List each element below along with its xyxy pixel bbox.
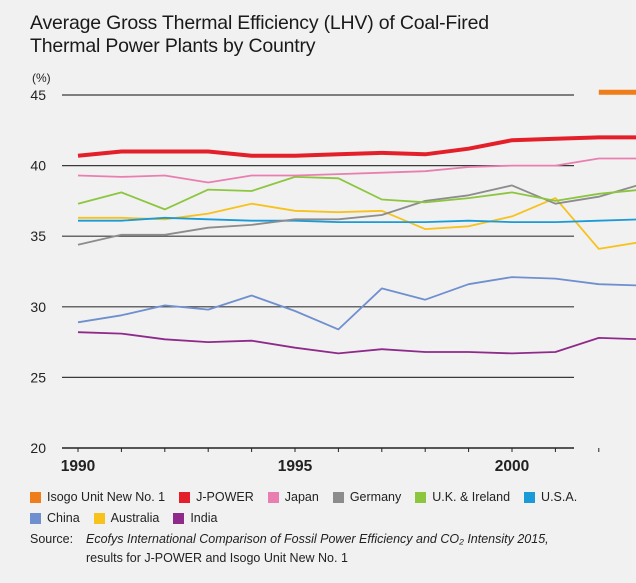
series-group bbox=[77, 89, 636, 355]
chart-title-line-1: Average Gross Thermal Efficiency (LHV) o… bbox=[30, 12, 489, 34]
x-axis-ticks: 19901995200020052010 bbox=[61, 448, 600, 475]
series-line-u-k-ireland bbox=[77, 175, 636, 211]
legend-swatch-india bbox=[173, 512, 185, 524]
legend-label-china: China bbox=[47, 511, 80, 525]
series-line-germany bbox=[77, 184, 636, 246]
series-line-india bbox=[77, 331, 636, 355]
chart-title: Average Gross Thermal Efficiency (LHV) o… bbox=[30, 12, 489, 58]
legend-swatch-australia bbox=[93, 512, 105, 524]
legend-label-u-s-a: U.S.A. bbox=[541, 490, 578, 504]
legend-row-1: Isogo Unit New No. 1 J-POWER Japan Germany U… bbox=[30, 489, 630, 505]
series-line-australia bbox=[78, 197, 636, 250]
y-tick-label-45: 45 bbox=[30, 87, 46, 103]
legend-item-australia: Australia bbox=[93, 511, 160, 525]
y-tick-label-20: 20 bbox=[30, 440, 46, 456]
source-publication: Ecofys International Comparison of Fossi… bbox=[86, 532, 549, 546]
x-tick-label-2000: 2000 bbox=[495, 458, 529, 475]
gridlines bbox=[62, 94, 574, 378]
legend-label-germany: Germany bbox=[349, 490, 402, 504]
legend-swatch-isogo-unit-new-no-1 bbox=[30, 491, 41, 503]
legend: Isogo Unit New No. 1 J-POWER Japan Germany U… bbox=[30, 489, 630, 531]
legend-label-j-power: J-POWER bbox=[196, 490, 254, 504]
legend-item-india: India bbox=[173, 511, 217, 525]
series-line-j-power bbox=[77, 135, 636, 158]
legend-label-u-k-ireland: U.K. & Ireland bbox=[432, 490, 511, 504]
legend-item-u-k-ireland: U.K. & Ireland bbox=[415, 490, 510, 504]
y-axis-ticks: 20 25 30 35 40 45 bbox=[30, 87, 46, 456]
legend-item-u-s-a: U.S.A. bbox=[524, 490, 577, 504]
legend-item-china: China bbox=[30, 511, 80, 525]
x-tick-label-1995: 1995 bbox=[278, 458, 313, 475]
legend-item-germany: Germany bbox=[332, 490, 402, 504]
legend-item-japan: Japan bbox=[267, 490, 319, 504]
legend-item-j-power: J-POWER bbox=[179, 490, 254, 504]
source-note: Source: Ecofys International Comparison o… bbox=[30, 530, 549, 568]
legend-label-australia: Australia bbox=[110, 511, 160, 525]
series-line-isogo-unit-new-no-1 bbox=[598, 89, 636, 95]
legend-label-japan: Japan bbox=[284, 490, 319, 504]
y-tick-label-40: 40 bbox=[30, 158, 46, 174]
chart-title-line-2: Thermal Power Plants by Country bbox=[30, 35, 316, 57]
source-note-line: results for J-POWER and Isogo Unit New N… bbox=[86, 551, 348, 565]
series-line-japan bbox=[77, 157, 636, 184]
source-label: Source: bbox=[30, 532, 74, 546]
legend-label-isogo-unit-new-no-1: Isogo Unit New No. 1 bbox=[47, 490, 166, 504]
legend-swatch-j-power bbox=[179, 491, 191, 503]
legend-item-isogo-unit-new-no-1: Isogo Unit New No. 1 bbox=[30, 490, 165, 504]
legend-swatch-u-s-a bbox=[524, 491, 536, 503]
legend-swatch-japan bbox=[267, 491, 279, 503]
legend-swatch-china bbox=[30, 512, 41, 524]
legend-row-2: China Australia India bbox=[30, 510, 630, 526]
legend-label-india: India bbox=[190, 511, 218, 525]
x-tick-label-1990: 1990 bbox=[61, 458, 95, 475]
series-line-u-s-a bbox=[78, 216, 636, 224]
y-tick-label-25: 25 bbox=[30, 369, 46, 385]
legend-swatch-germany bbox=[332, 491, 344, 503]
y-tick-label-30: 30 bbox=[30, 299, 46, 315]
legend-swatch-u-k-ireland bbox=[415, 491, 427, 503]
y-axis-label: (%) bbox=[32, 71, 51, 85]
y-tick-label-35: 35 bbox=[30, 228, 46, 244]
series-line-china bbox=[77, 276, 636, 331]
